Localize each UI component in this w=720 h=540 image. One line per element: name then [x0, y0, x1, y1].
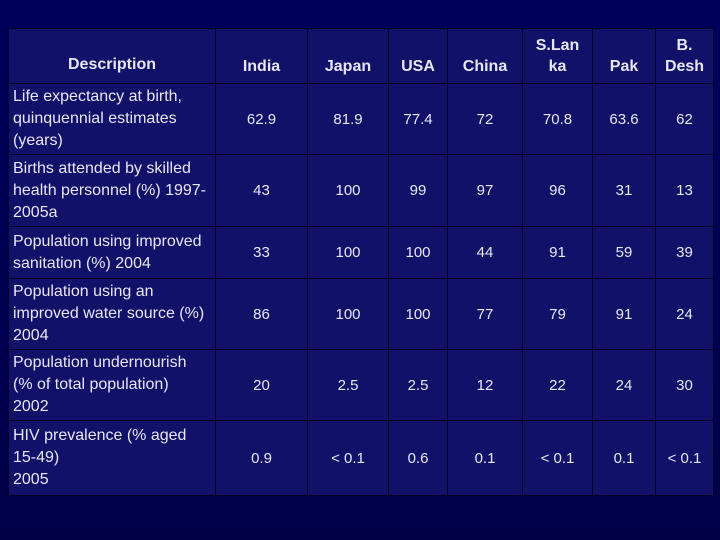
- value-cell: 91: [592, 278, 656, 350]
- value-cell: 62: [655, 83, 714, 155]
- value-cell: 20: [215, 349, 308, 421]
- table-row: Births attended by skilled health person…: [8, 154, 714, 227]
- row-label-undernourish: Population undernourish (% of total popu…: [8, 349, 216, 421]
- value-cell: 62.9: [215, 83, 308, 155]
- value-cell: 24: [592, 349, 656, 421]
- value-cell: < 0.1: [522, 420, 593, 496]
- value-cell: 33: [215, 226, 308, 279]
- col-header-usa: USA: [388, 28, 448, 84]
- col-header-bdesh: B. Desh: [655, 28, 714, 84]
- col-header-srilanka: S.Lan ka: [522, 28, 593, 84]
- header-row: Description India Japan USA China S.Lan …: [8, 28, 714, 84]
- value-cell: 30: [655, 349, 714, 421]
- value-cell: 2.5: [388, 349, 448, 421]
- value-cell: 72: [447, 83, 523, 155]
- col-header-china: China: [447, 28, 523, 84]
- table-row: Population using improved sanitation (%)…: [8, 226, 714, 279]
- value-cell: 86: [215, 278, 308, 350]
- value-cell: 91: [522, 226, 593, 279]
- value-cell: 100: [307, 226, 389, 279]
- table-row: Population undernourish (% of total popu…: [8, 349, 714, 421]
- row-label-sanitation: Population using improved sanitation (%)…: [8, 226, 216, 279]
- row-label-life-expectancy: Life expectancy at birth, quinquennial e…: [8, 83, 216, 155]
- value-cell: 0.9: [215, 420, 308, 496]
- value-cell: 100: [388, 226, 448, 279]
- row-label-hiv-prevalence: HIV prevalence (% aged 15-49) 2005: [8, 420, 216, 496]
- value-cell: 96: [522, 154, 593, 227]
- value-cell: 22: [522, 349, 593, 421]
- value-cell: 79: [522, 278, 593, 350]
- value-cell: 0.6: [388, 420, 448, 496]
- value-cell: 81.9: [307, 83, 389, 155]
- value-cell: < 0.1: [307, 420, 389, 496]
- value-cell: 70.8: [522, 83, 593, 155]
- table-row: Life expectancy at birth, quinquennial e…: [8, 83, 714, 155]
- row-label-births-attended: Births attended by skilled health person…: [8, 154, 216, 227]
- row-label-water-source: Population using an improved water sourc…: [8, 278, 216, 350]
- value-cell: 31: [592, 154, 656, 227]
- value-cell: 39: [655, 226, 714, 279]
- col-header-india: India: [215, 28, 308, 84]
- value-cell: 63.6: [592, 83, 656, 155]
- table-row: HIV prevalence (% aged 15-49) 2005 0.9 <…: [8, 420, 714, 496]
- value-cell: 2.5: [307, 349, 389, 421]
- value-cell: 43: [215, 154, 308, 227]
- value-cell: < 0.1: [655, 420, 714, 496]
- value-cell: 77.4: [388, 83, 448, 155]
- value-cell: 24: [655, 278, 714, 350]
- value-cell: 13: [655, 154, 714, 227]
- col-header-japan: Japan: [307, 28, 389, 84]
- value-cell: 77: [447, 278, 523, 350]
- col-header-pak: Pak: [592, 28, 656, 84]
- value-cell: 44: [447, 226, 523, 279]
- value-cell: 100: [307, 278, 389, 350]
- value-cell: 100: [388, 278, 448, 350]
- health-indicators-table: Description India Japan USA China S.Lan …: [8, 28, 714, 496]
- value-cell: 0.1: [447, 420, 523, 496]
- value-cell: 99: [388, 154, 448, 227]
- value-cell: 100: [307, 154, 389, 227]
- value-cell: 12: [447, 349, 523, 421]
- value-cell: 97: [447, 154, 523, 227]
- col-header-description: Description: [8, 28, 216, 84]
- value-cell: 59: [592, 226, 656, 279]
- value-cell: 0.1: [592, 420, 656, 496]
- table-row: Population using an improved water sourc…: [8, 278, 714, 350]
